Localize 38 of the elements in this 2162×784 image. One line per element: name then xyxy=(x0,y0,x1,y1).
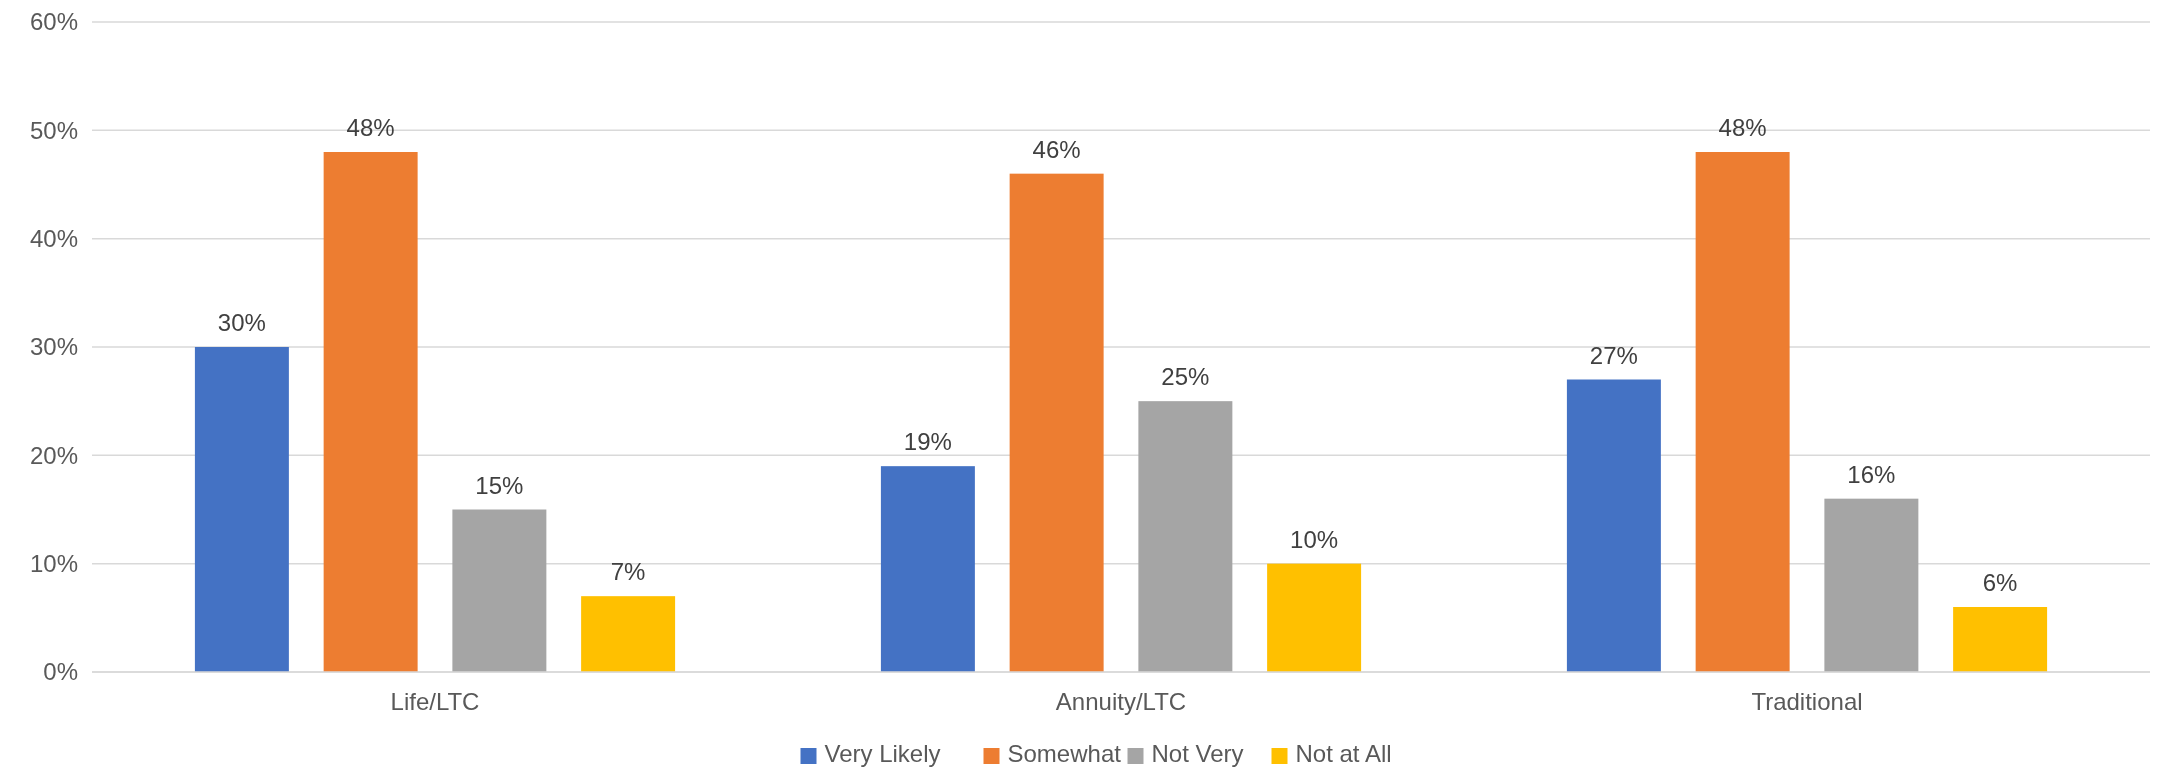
y-tick-label: 10% xyxy=(29,550,78,578)
y-tick-label: 20% xyxy=(29,441,78,469)
legend-label: Somewhat xyxy=(1007,740,1122,767)
y-tick-label: 60% xyxy=(29,8,78,36)
data-label: 30% xyxy=(217,309,266,336)
y-tick-label: 40% xyxy=(29,225,78,253)
data-label: 48% xyxy=(346,114,395,141)
x-tick-label: Annuity/LTC xyxy=(1055,688,1187,715)
data-label: 16% xyxy=(1847,460,1896,488)
y-tick-label: 50% xyxy=(29,116,78,144)
data-label: 46% xyxy=(1032,135,1081,163)
legend-label: Not at All xyxy=(1295,740,1392,767)
data-label: 19% xyxy=(903,428,952,456)
bar xyxy=(1953,607,2048,672)
bar xyxy=(1009,173,1104,672)
x-tick-label: Life/LTC xyxy=(390,688,480,715)
bar xyxy=(1824,498,1919,672)
bar xyxy=(1566,379,1661,672)
bar xyxy=(452,509,547,672)
data-label: 7% xyxy=(610,558,646,586)
bar xyxy=(880,466,975,672)
bar xyxy=(194,347,289,672)
legend-label: Very Likely xyxy=(824,740,941,767)
bar xyxy=(1695,152,1790,672)
x-tick-label: Traditional xyxy=(1751,688,1863,715)
bar xyxy=(1138,401,1233,672)
bar xyxy=(323,152,418,672)
y-tick-label: 30% xyxy=(29,333,78,361)
data-label: 25% xyxy=(1161,363,1210,391)
data-label: 6% xyxy=(1982,569,2018,596)
bar xyxy=(1267,563,1362,672)
data-label: 48% xyxy=(1718,114,1767,141)
legend-label: Not Very xyxy=(1151,740,1244,767)
bar xyxy=(581,596,676,672)
y-tick-label: 0% xyxy=(43,658,78,686)
data-label: 10% xyxy=(1290,525,1339,553)
data-label: 15% xyxy=(475,471,524,499)
data-label: 27% xyxy=(1589,341,1638,369)
